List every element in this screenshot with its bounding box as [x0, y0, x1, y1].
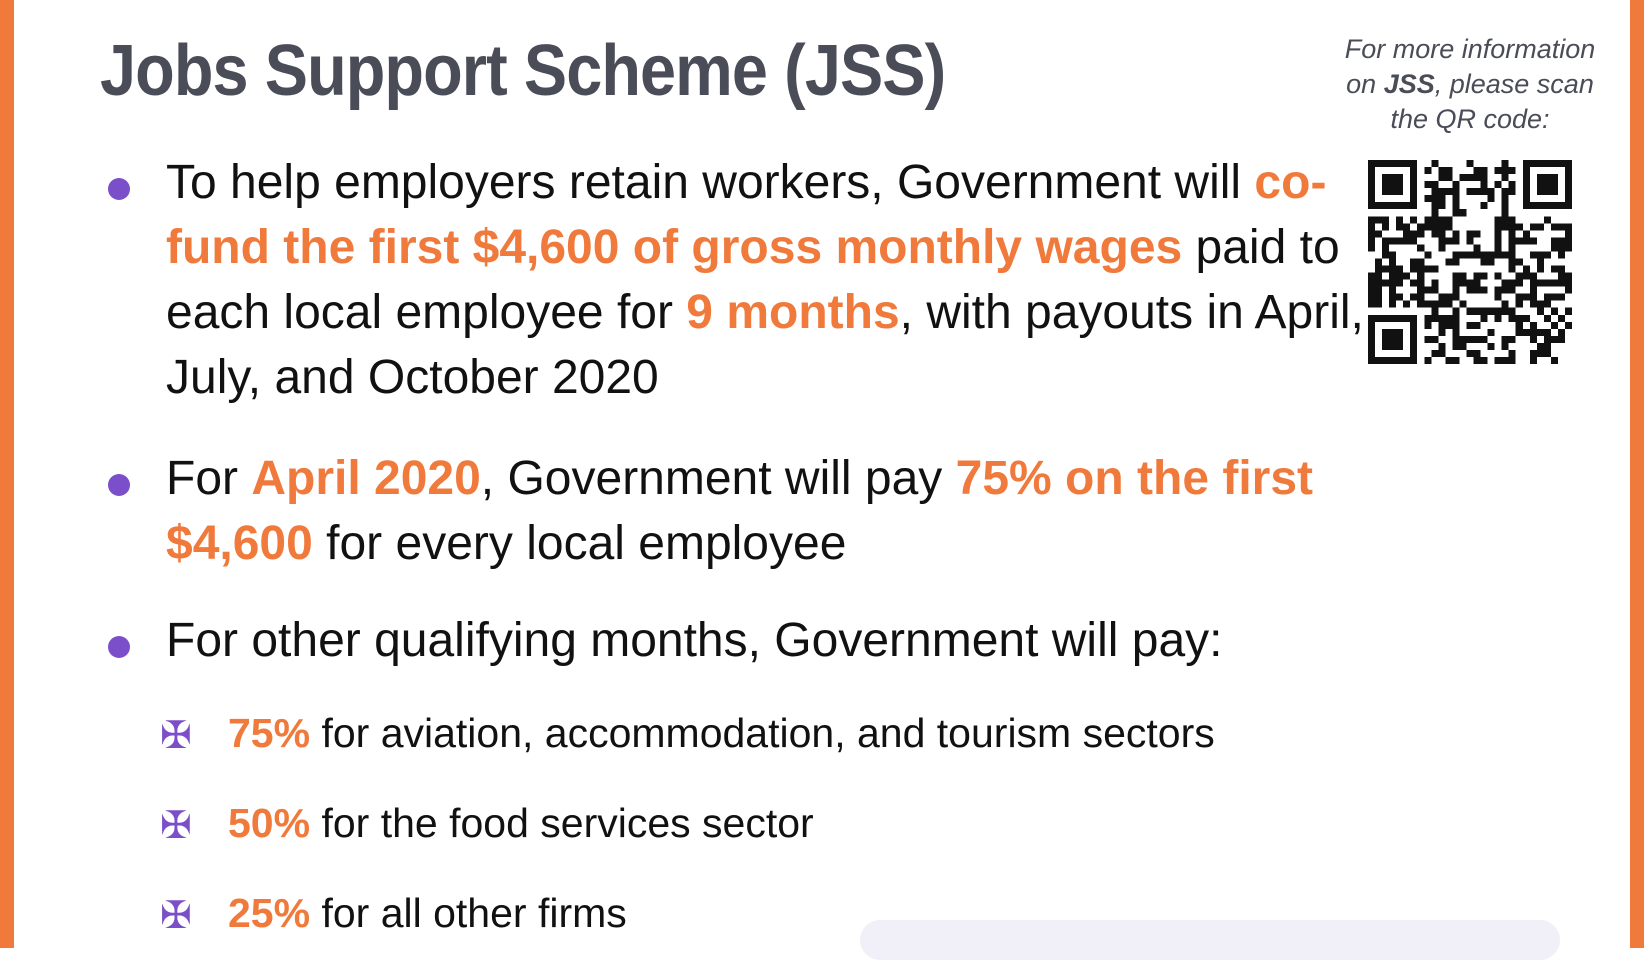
club-bullet-icon: ✠: [160, 715, 192, 757]
sub-item-2-text: for the food services sector: [310, 800, 814, 846]
qr-code-icon[interactable]: [1368, 160, 1572, 364]
qr-note: For more information on JSS, please scan…: [1320, 32, 1620, 137]
bullet-3: For other qualifying months, Government …: [166, 608, 1406, 673]
bullet-2-text-c: for every local employee: [312, 517, 847, 570]
sub-item-2: 50% for the food services sector: [228, 800, 814, 847]
bullet-dot-icon: [108, 178, 130, 200]
sub-item-3: 25% for all other firms: [228, 890, 627, 937]
left-border: [0, 0, 14, 948]
club-bullet-icon: ✠: [160, 895, 192, 937]
bullet-1-text-c: , with payouts in April, July, and Octob…: [166, 286, 1364, 404]
bullet-2-text-a: For: [166, 452, 252, 505]
qr-note-jss: JSS: [1383, 69, 1435, 99]
club-bullet-icon: ✠: [160, 805, 192, 847]
sub-item-1: 75% for aviation, accommodation, and tou…: [228, 710, 1215, 757]
bullet-1: To help employers retain workers, Govern…: [166, 150, 1406, 410]
bullet-2: For April 2020, Government will pay 75% …: [166, 446, 1406, 576]
sub-item-3-pct: 25%: [228, 890, 311, 936]
sub-item-1-text: for aviation, accommodation, and tourism…: [310, 710, 1215, 756]
right-border: [1630, 0, 1644, 948]
bullet-1-highlight-a: co-fund the first $4,600 of gross monthl…: [166, 156, 1327, 274]
qr-note-line3: the QR code:: [1390, 104, 1550, 134]
bullet-dot-icon: [108, 636, 130, 658]
page-title: Jobs Support Scheme (JSS): [100, 31, 946, 111]
bullet-dot-icon: [108, 474, 130, 496]
bullet-1-highlight-b: 9 months: [686, 286, 900, 339]
sub-item-2-pct: 50%: [228, 800, 311, 846]
bullet-3-text: For other qualifying months, Government …: [166, 614, 1223, 667]
sub-item-1-pct: 75%: [228, 710, 311, 756]
qr-note-line1: For more information: [1344, 34, 1596, 64]
bullet-2-highlight-a: April 2020: [251, 452, 481, 505]
bullet-1-text-b: paid to each local employee for: [166, 221, 1340, 339]
sub-item-3-text: for all other firms: [310, 890, 627, 936]
bullet-1-text-a: To help employers retain workers, Govern…: [166, 156, 1255, 209]
bullet-2-highlight-b: 75% on the first $4,600: [166, 452, 1314, 570]
qr-note-line2-post: , please scan: [1434, 69, 1594, 99]
bullet-2-text-b: , Government will pay: [480, 452, 956, 505]
decorative-splash: [860, 920, 1560, 960]
qr-note-line2-pre: on: [1346, 69, 1384, 99]
